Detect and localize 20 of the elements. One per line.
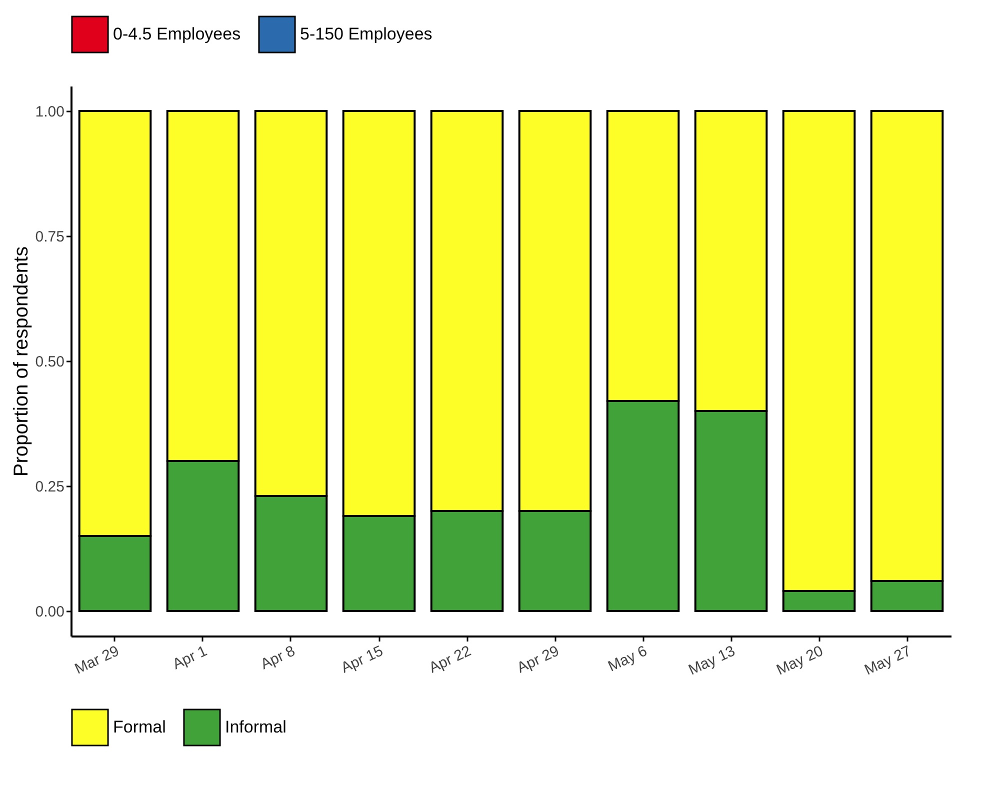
- x-tick-label: Apr 1: [170, 642, 210, 674]
- x-tick-label: Apr 8: [258, 642, 298, 674]
- x-tick-label: Mar 29: [72, 642, 122, 678]
- x-tick-label: Apr 15: [338, 642, 386, 677]
- x-tick-label: May 27: [862, 642, 914, 679]
- y-tick-label: 1.00: [35, 104, 64, 120]
- x-tick-label: May 13: [686, 642, 738, 679]
- legend-label: 5-150 Employees: [300, 24, 432, 44]
- y-tick-label: 0.00: [35, 604, 64, 620]
- y-axis-title: Proportion of respondents: [10, 246, 32, 477]
- y-tick-label: 0.75: [35, 228, 64, 246]
- legend-label: 0-4.5 Employees: [113, 24, 241, 44]
- y-tick-label: 0.25: [35, 478, 64, 496]
- legend-label: Informal: [225, 717, 286, 736]
- legend-label: Formal: [113, 717, 166, 736]
- y-tick-label: 0.50: [35, 354, 64, 370]
- x-tick-label: May 20: [774, 642, 826, 679]
- x-tick-label: May 6: [606, 642, 650, 676]
- x-tick-label: Apr 22: [426, 642, 474, 677]
- x-tick-label: Apr 29: [514, 642, 562, 677]
